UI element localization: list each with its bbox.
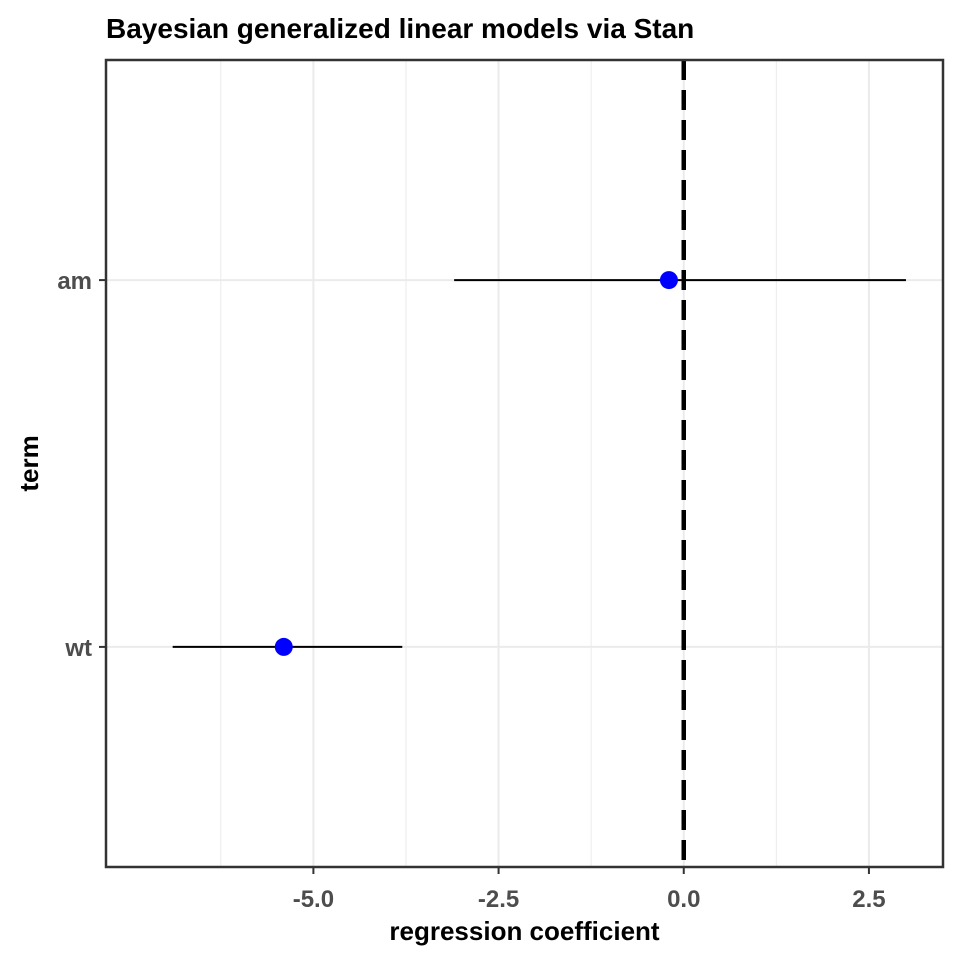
point-am <box>659 271 678 290</box>
x-tick-label: 0.0 <box>667 886 700 913</box>
x-tick-label: -2.5 <box>478 886 519 913</box>
x-tick-label: -5.0 <box>293 886 334 913</box>
x-tick-label: 2.5 <box>852 886 885 913</box>
point-wt <box>274 637 293 656</box>
y-axis-title: term <box>14 435 44 491</box>
y-tick-label: am <box>57 268 92 295</box>
data-marks <box>172 271 906 656</box>
chart-title: Bayesian generalized linear models via S… <box>106 13 694 44</box>
grid-lines <box>106 60 943 867</box>
panel-border <box>104 58 945 869</box>
x-axis-title: regression coefficient <box>389 916 660 946</box>
y-tick-label: wt <box>64 635 92 662</box>
axes: -5.0 -2.5 0.0 2.5 am wt <box>57 268 885 913</box>
